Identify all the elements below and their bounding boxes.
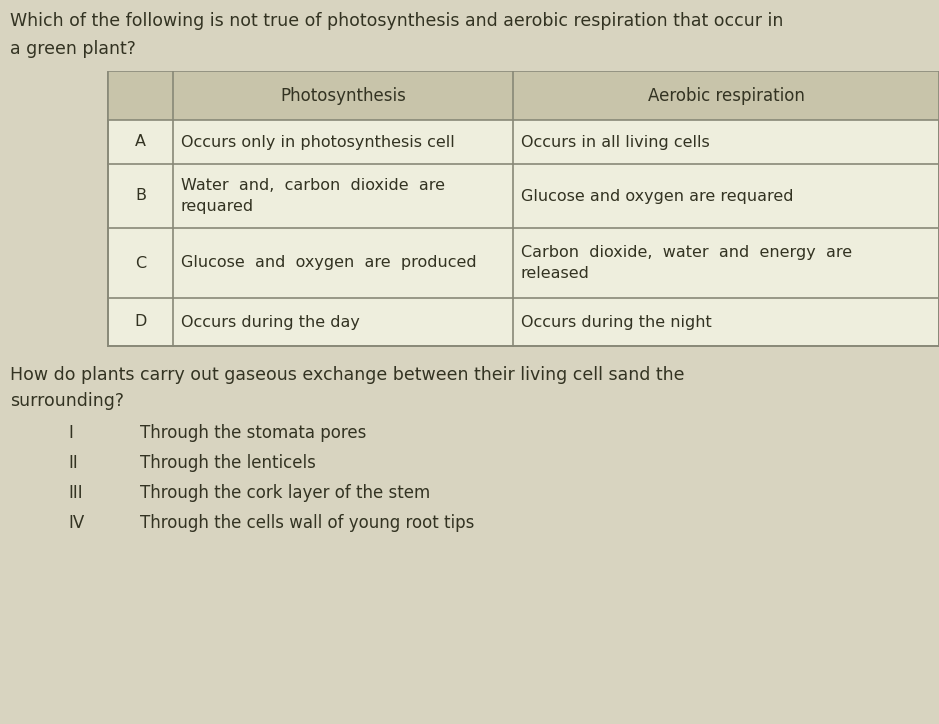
Text: C: C: [135, 256, 146, 271]
Text: a green plant?: a green plant?: [10, 40, 136, 58]
Bar: [108, 72, 939, 120]
Bar: [108, 72, 939, 346]
Text: B: B: [135, 188, 146, 203]
Text: Occurs in all living cells: Occurs in all living cells: [521, 135, 710, 149]
Text: Occurs during the night: Occurs during the night: [521, 314, 712, 329]
Text: II: II: [68, 454, 78, 472]
Text: Aerobic respiration: Aerobic respiration: [648, 87, 805, 105]
Text: I: I: [68, 424, 73, 442]
Text: Through the cells wall of young root tips: Through the cells wall of young root tip…: [140, 514, 474, 532]
Text: Glucose  and  oxygen  are  produced: Glucose and oxygen are produced: [181, 256, 477, 271]
Text: How do plants carry out gaseous exchange between their living cell sand the: How do plants carry out gaseous exchange…: [10, 366, 685, 384]
Text: Which of the following is not true of photosynthesis and aerobic respiration tha: Which of the following is not true of ph…: [10, 12, 783, 30]
Text: Through the lenticels: Through the lenticels: [140, 454, 316, 472]
Text: Carbon  dioxide,  water  and  energy  are
released: Carbon dioxide, water and energy are rel…: [521, 245, 852, 281]
Text: Through the stomata pores: Through the stomata pores: [140, 424, 366, 442]
Text: Through the cork layer of the stem: Through the cork layer of the stem: [140, 484, 430, 502]
Text: Glucose and oxygen are requared: Glucose and oxygen are requared: [521, 188, 793, 203]
Text: Occurs during the day: Occurs during the day: [181, 314, 360, 329]
Text: III: III: [68, 484, 83, 502]
Text: Photosynthesis: Photosynthesis: [280, 87, 406, 105]
Text: D: D: [134, 314, 146, 329]
Text: IV: IV: [68, 514, 85, 532]
Text: surrounding?: surrounding?: [10, 392, 124, 410]
Text: Water  and,  carbon  dioxide  are
requared: Water and, carbon dioxide are requared: [181, 178, 445, 214]
Text: A: A: [135, 135, 146, 149]
Text: Occurs only in photosynthesis cell: Occurs only in photosynthesis cell: [181, 135, 454, 149]
